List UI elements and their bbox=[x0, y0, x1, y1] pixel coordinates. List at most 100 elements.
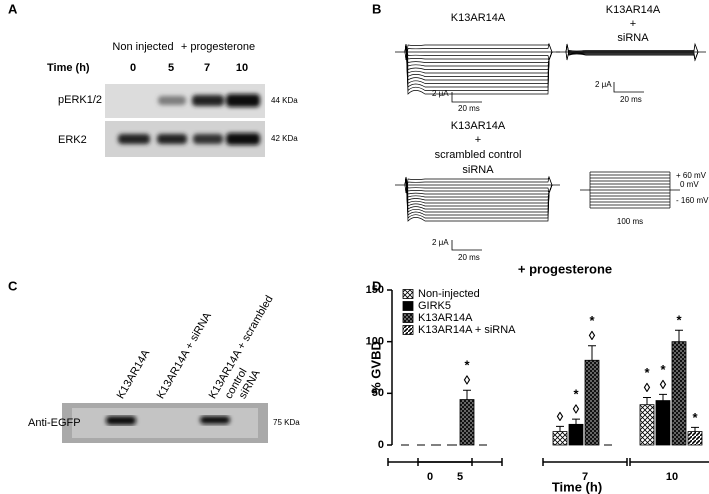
trace bbox=[404, 43, 553, 63]
lane-label: 5 bbox=[168, 62, 174, 74]
trace bbox=[404, 175, 553, 194]
bar bbox=[552, 431, 568, 446]
lane-label: K13AR14A + siRNA bbox=[155, 310, 214, 401]
significance-mark: * bbox=[589, 313, 595, 328]
legend-swatch bbox=[402, 313, 414, 323]
lane-label: K13AR14A bbox=[115, 347, 153, 401]
trace-label: K13AR14A bbox=[606, 4, 661, 16]
trace-label: siRNA bbox=[617, 32, 649, 44]
error-bar bbox=[675, 329, 683, 342]
lane-label: 7 bbox=[204, 62, 210, 74]
significance-mark: * bbox=[660, 362, 666, 377]
row-label: ERK2 bbox=[58, 134, 87, 146]
step-edges bbox=[589, 172, 671, 208]
significance-mark: ◊ bbox=[644, 380, 651, 395]
significance-mark: * bbox=[676, 313, 682, 328]
trace bbox=[404, 43, 553, 95]
legend-label: GIRK5 bbox=[418, 300, 451, 312]
x-axis-segment bbox=[542, 458, 628, 466]
scale-label: 20 ms bbox=[458, 104, 480, 113]
bar bbox=[671, 341, 687, 446]
x-tick-label: 7 bbox=[582, 471, 588, 483]
bar bbox=[568, 423, 584, 446]
error-bar bbox=[463, 389, 471, 400]
size-label: 44 KDa bbox=[271, 96, 298, 105]
trace bbox=[565, 43, 699, 61]
panel-label: A bbox=[8, 1, 18, 16]
group-label: Non injected bbox=[112, 41, 173, 53]
error-bar bbox=[556, 425, 564, 432]
significance-mark: * bbox=[573, 387, 579, 402]
legend-label: K13AR14A + siRNA bbox=[418, 324, 516, 336]
bar bbox=[584, 359, 600, 446]
trace bbox=[404, 176, 553, 194]
trace bbox=[404, 43, 553, 62]
chart-title: + progesterone bbox=[518, 261, 612, 276]
y-tick-label: 50 bbox=[372, 387, 384, 399]
bar bbox=[459, 399, 475, 446]
size-label: 75 KDa bbox=[273, 418, 300, 427]
scale-bars bbox=[451, 82, 644, 251]
legend-swatch bbox=[402, 301, 414, 311]
error-bar bbox=[643, 396, 651, 405]
x-tick-label: 5 bbox=[457, 471, 463, 483]
trace bbox=[404, 43, 553, 78]
trace-label: siRNA bbox=[462, 164, 494, 176]
trace bbox=[404, 43, 553, 81]
bar bbox=[639, 404, 655, 446]
bar-chart: + progesterone % GVBD Time (h) 0 50 100 150 0 5 *… bbox=[366, 261, 709, 494]
trace-label: K13AR14A bbox=[451, 12, 506, 24]
significance-mark: ◊ bbox=[660, 377, 667, 392]
significance-mark: ◊ bbox=[464, 373, 471, 388]
panel-label: C bbox=[8, 278, 18, 293]
y-axis-label: % GVBD bbox=[368, 341, 383, 394]
significance-mark: * bbox=[644, 365, 650, 380]
trace-label: K13AR14A bbox=[451, 120, 506, 132]
trace bbox=[404, 176, 553, 222]
trace bbox=[565, 43, 699, 62]
x-axis-segment bbox=[629, 458, 709, 466]
trace bbox=[404, 43, 553, 61]
error-bar bbox=[691, 426, 699, 432]
panel-label: D bbox=[372, 278, 381, 293]
scale-label: 20 ms bbox=[458, 253, 480, 262]
trace bbox=[404, 43, 553, 85]
legend-label: K13AR14A bbox=[418, 312, 473, 324]
bands bbox=[106, 416, 230, 425]
bands bbox=[118, 94, 260, 145]
voltage-protocol bbox=[580, 171, 680, 209]
y-tick-label: 0 bbox=[378, 439, 384, 451]
significance-mark: ◊ bbox=[557, 409, 564, 424]
trace bbox=[404, 176, 553, 207]
significance-mark: ◊ bbox=[589, 328, 596, 343]
scale-label: 20 ms bbox=[620, 95, 642, 104]
scale-label: 2 μA bbox=[432, 89, 449, 98]
significance-mark: * bbox=[464, 358, 470, 373]
bar bbox=[687, 431, 703, 446]
error-bar bbox=[659, 393, 667, 401]
trace bbox=[404, 176, 553, 201]
panel-label: B bbox=[372, 1, 381, 16]
protocol-label: + 60 mV bbox=[676, 171, 707, 180]
size-label: 42 KDa bbox=[271, 134, 298, 143]
trace bbox=[565, 42, 699, 61]
trace bbox=[404, 42, 553, 61]
protocol-label: 0 mV bbox=[680, 180, 699, 189]
legend-label: Non-injected bbox=[418, 288, 480, 300]
scale-label: 2 μA bbox=[432, 238, 449, 247]
row-label: Anti-EGFP bbox=[28, 417, 81, 429]
trace-label: scrambled control bbox=[435, 149, 522, 161]
bar bbox=[655, 400, 671, 446]
blot-inner bbox=[72, 408, 258, 438]
row-label: pERK1/2 bbox=[58, 94, 102, 106]
trace bbox=[404, 43, 553, 88]
x-tick-label: 0 bbox=[427, 471, 433, 483]
error-bar bbox=[588, 345, 596, 361]
lane-label: 10 bbox=[236, 62, 248, 74]
y-tick-label: 150 bbox=[366, 284, 384, 296]
group-label: + progesterone bbox=[181, 41, 255, 53]
legend-swatch bbox=[402, 289, 414, 299]
trace bbox=[404, 43, 553, 61]
trace bbox=[404, 176, 553, 195]
